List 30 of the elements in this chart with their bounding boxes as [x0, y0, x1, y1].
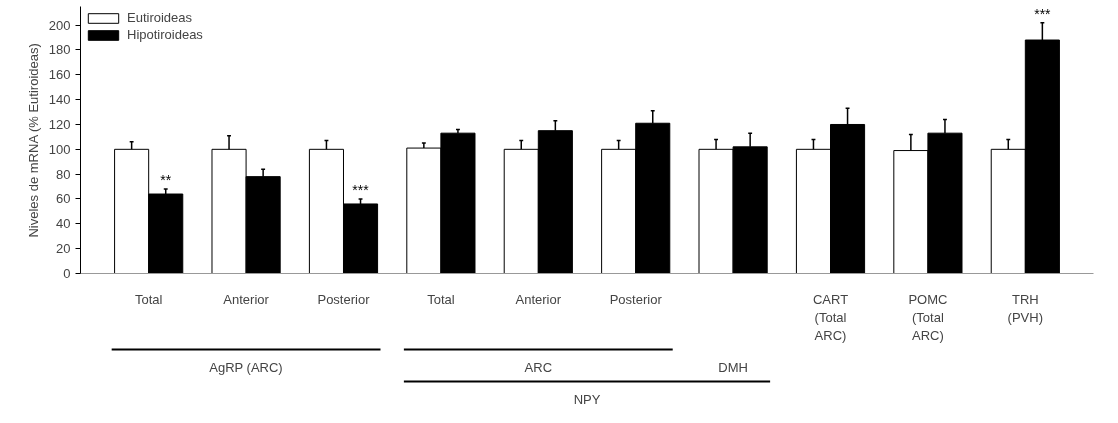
data-label: ***: [352, 181, 370, 198]
x-tick-label: Posterior: [317, 291, 371, 307]
y-tick-label: 180: [48, 42, 71, 58]
y-tick-label: 200: [48, 17, 71, 33]
y-tick-label: 0: [63, 266, 71, 281]
data-label: **: [160, 172, 172, 189]
y-tick-label: 100: [48, 141, 71, 157]
x-tick-label: Total: [134, 291, 163, 307]
x-tick-label: POMC (Total ARC): [908, 291, 948, 343]
x-tick-label: Anterior: [223, 291, 270, 307]
text: DMH: [718, 360, 748, 375]
legend-label: Eutiroideas: [127, 10, 193, 25]
y-tick-label: 60: [56, 191, 71, 207]
y-tick-label: 120: [48, 116, 71, 132]
y-tick-label: 80: [56, 166, 71, 182]
x-tick-label: Posterior: [609, 291, 663, 307]
x-tick-label: TRH (PVH): [1007, 291, 1044, 325]
y-tick-label: 40: [56, 216, 71, 232]
x-tick-label: Total: [427, 291, 455, 307]
x-tick-label: Anterior: [515, 291, 562, 307]
legend-label: Hipotiroideas: [127, 27, 203, 42]
text: NPY: [573, 392, 601, 407]
y-axis-title: Niveles de mRNA (% Eutiroideas): [25, 43, 41, 238]
data-label: ***: [1034, 5, 1052, 22]
x-tick-label: CART (Total ARC): [812, 291, 849, 343]
text: ARC: [524, 360, 553, 375]
text: AgRP (ARC): [209, 360, 283, 375]
y-tick-label: 160: [48, 67, 71, 83]
y-tick-label: 140: [48, 92, 71, 108]
y-tick-label: 20: [56, 241, 71, 257]
